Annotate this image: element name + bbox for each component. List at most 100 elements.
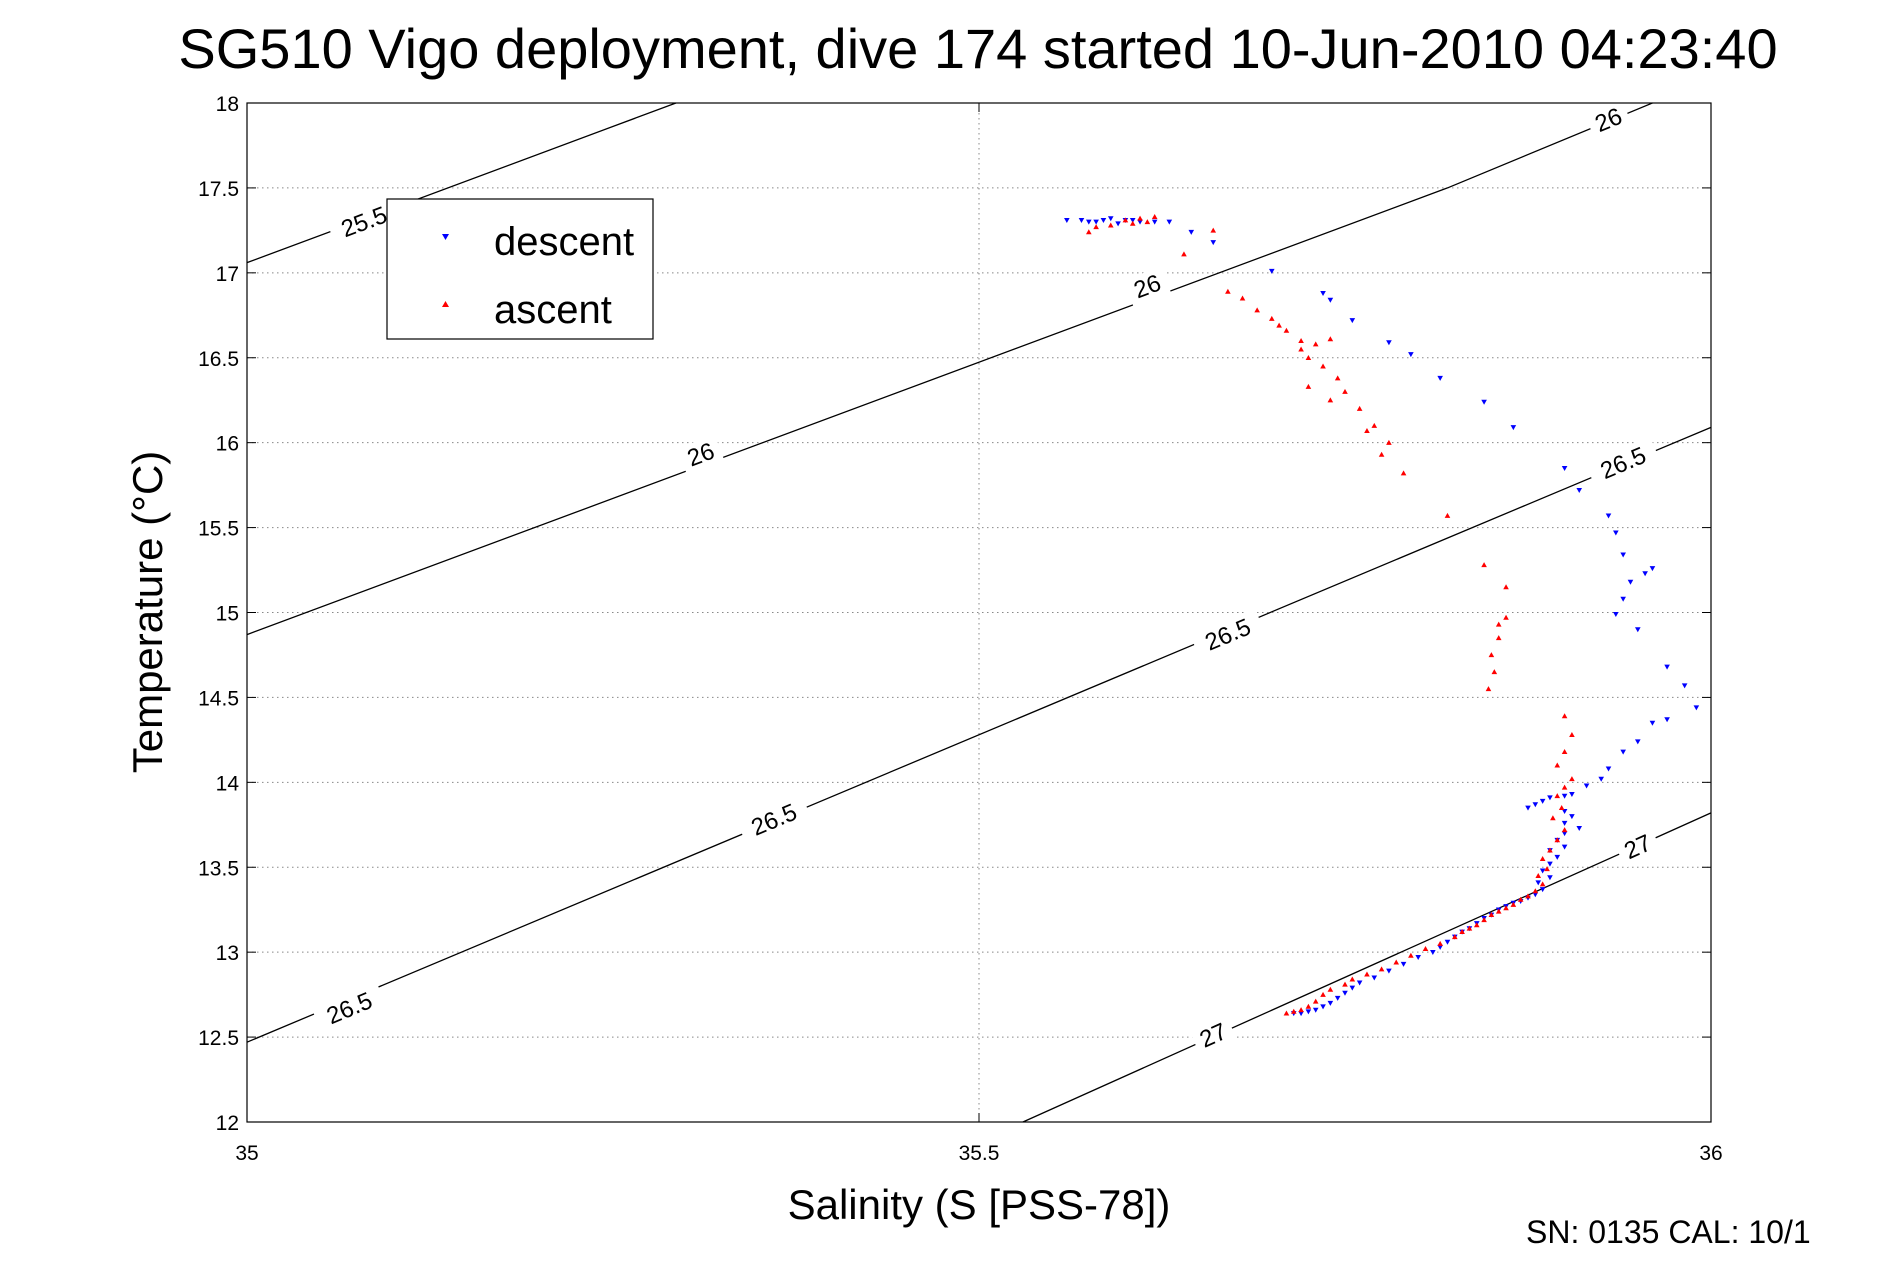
descent-point [1327,297,1334,303]
density-contour-label-gap [1189,1014,1238,1057]
legend-marker-descent [442,234,449,240]
ascent-point [1327,986,1334,992]
density-contour-line [246,102,677,264]
ascent-point [1459,928,1465,934]
descent-point [1627,579,1634,585]
descent-point [1539,887,1546,893]
legend-marker-ascent [442,301,449,307]
descent-point [1561,809,1568,815]
legend-label-ascent: ascent [494,288,612,332]
y-axis-label: Temperature (°C) [124,451,171,774]
ascent-point [1491,669,1498,675]
descent-point [1620,552,1626,558]
ascent-point [1544,866,1550,872]
ascent-point [1539,881,1546,887]
ascent-point [1283,327,1290,333]
density-contour-line [246,187,1448,636]
descent-point [1320,1004,1326,1010]
descent-point [1635,627,1641,633]
x-tick-label: 35 [235,1142,258,1165]
descent-point [1532,892,1539,898]
axis-ticks: 12 12.5 13 13.5 14 14.5 15 15.5 16 16.5 17 17.5 18 35… [198,93,1723,1165]
ascent-point [1554,793,1561,799]
descent-point [1561,844,1568,850]
ascent-point [1093,224,1099,230]
y-tick-label: 16 [216,433,239,456]
descent-point [1539,798,1546,804]
descent-point [1525,805,1531,811]
descent-point [1539,868,1546,874]
ascent-point [1503,584,1509,590]
density-contour-line [246,426,1712,1043]
ascent-point [1535,872,1542,878]
descent-point [1664,717,1670,723]
descent-point [1561,793,1568,799]
ascent-point [1525,893,1531,899]
ascent-point [1495,635,1502,641]
ascent-point [1561,827,1568,833]
descent-point [1430,949,1436,955]
descent-point [1064,217,1070,223]
y-tick-label: 13 [216,942,239,965]
descent-point [1100,217,1107,223]
descent-point [1415,955,1421,961]
chart-title: SG510 Vigo deployment, dive 174 started … [178,17,1777,80]
descent-point [1320,291,1326,297]
y-tick-label: 14 [216,772,240,795]
descent-point [1576,488,1583,494]
ascent-point [1503,905,1509,911]
ascent-point [1356,405,1363,411]
descent-point [1649,720,1656,726]
ascent-point [1532,888,1539,894]
descent-point [1093,219,1099,225]
ascent-point [1342,388,1348,394]
ascent-point [1488,912,1495,918]
ascent-point [1495,908,1502,914]
density-contour-label-gap [736,793,812,847]
legend: descent ascent [386,198,654,340]
descent-point [1129,217,1136,223]
ascent-point [1239,295,1246,301]
ascent-point [1510,901,1517,907]
descent-point [1613,611,1619,617]
density-contour-label-gap [311,981,388,1035]
descent-point [1510,425,1517,431]
descent-point [1620,596,1626,602]
ascent-point [1283,1010,1290,1016]
ascent-point [1539,855,1546,861]
descent-point [1664,664,1670,670]
descent-point [1137,219,1143,225]
ascent-point [1305,383,1312,389]
ascent-point [1298,346,1304,352]
ascent-point [1400,470,1407,476]
y-tick-label: 12 [216,1112,239,1135]
ascent-point [1554,837,1561,843]
descent-point [1561,820,1568,826]
legend-label-descent: descent [494,220,634,264]
ascent-point [1364,427,1370,433]
y-tick-label: 18 [216,93,239,116]
ascent-point [1393,959,1400,965]
descent-point [1356,980,1363,986]
ascent-point [1269,315,1275,321]
ascent-point [1151,213,1158,219]
ascent-point [1495,621,1502,627]
ascent-point [1342,981,1348,987]
ascent-point [1327,397,1334,403]
ascent-point [1503,614,1509,620]
ascent-point [1334,375,1341,381]
descent-point [1327,1000,1334,1006]
descent-point [1444,939,1451,945]
legend-box [386,198,654,340]
density-contour-label-gap [1585,436,1661,490]
ascent-point [1547,847,1553,853]
density-contour-label-gap [1190,608,1266,662]
descent-point [1598,776,1604,782]
ascent-point [1225,288,1231,294]
descent-point [1561,465,1568,471]
ascent-point [1349,976,1356,982]
descent-point [1107,216,1114,222]
density-contour-label-gap [326,196,402,248]
ascent-point [1378,966,1385,972]
